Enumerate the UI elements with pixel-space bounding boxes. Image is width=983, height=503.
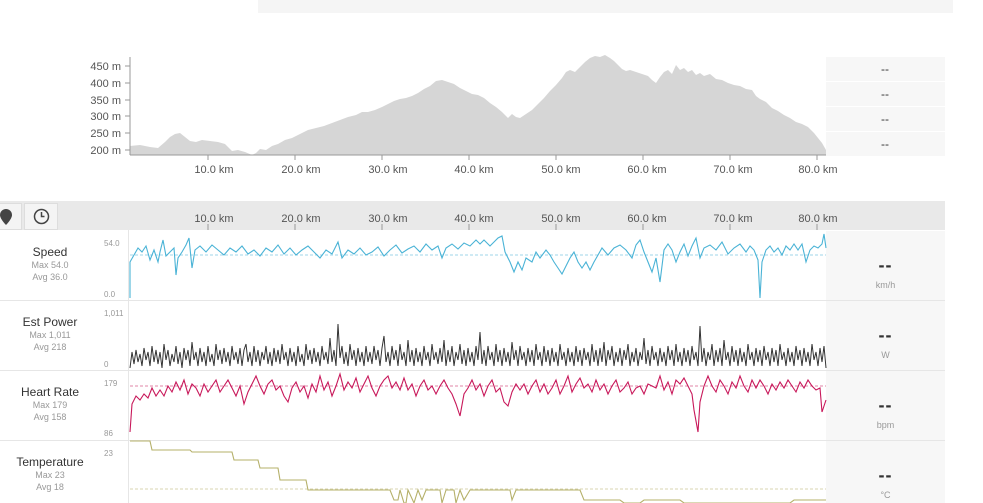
elev-x-label: 50.0 km [541,164,580,176]
elevation-x-ticks [207,155,818,160]
elevation-side-panel: -- -- -- -- [826,57,945,157]
power-y-min: 0 [104,360,109,369]
metric-avg: Avg 36.0 [32,272,68,282]
elev-x-label: 60.0 km [627,164,666,176]
metric-current-value: -- [878,395,893,415]
power-value-panel: -- W [826,301,945,370]
metric-avg: Avg 218 [33,342,67,352]
elev-x-label: 30.0 km [368,164,407,176]
elev-y-label: 400 m [90,78,121,90]
metric-name: Est Power [22,315,78,329]
metric-max: Max 54.0 [31,260,69,270]
elev-x-label: 80.0 km [798,164,837,176]
metric-unit: °C [880,490,891,500]
metric-name: Speed [32,245,68,259]
elev-y-label: 450 m [90,61,121,73]
elevation-side-value: -- [826,107,945,132]
metric-name: Heart Rate [20,385,80,399]
top-toolbar-strip [42,0,953,13]
elevation-y-tick-marks [125,65,130,151]
temperature-trace [130,440,826,503]
elev-y-label: 350 m [90,95,121,107]
speed-y-max: 54.0 [104,239,120,248]
metric-name: Temperature [16,455,84,469]
heartrate-trace [129,372,827,433]
elevation-side-value: -- [826,132,945,157]
metric-unit: bpm [876,420,895,430]
power-trace [129,323,827,369]
elevation-side-value: -- [826,57,945,82]
speed-y-min: 0.0 [104,290,116,299]
elevation-x-labels: 10.0 km 20.0 km 30.0 km 40.0 km 50.0 km … [194,164,837,176]
speed-label-block: Speed Max 54.0 Avg 36.0 [0,245,100,283]
elev-y-label: 300 m [90,111,121,123]
power-label-block: Est Power Max 1,011 Avg 218 [0,315,100,353]
hr-y-min: 86 [104,429,113,438]
elev-y-label: 200 m [90,145,121,157]
elev-x-label: 20.0 km [281,164,320,176]
elev-x-label: 40.0 km [454,164,493,176]
metric-unit: W [881,350,890,360]
metric-current-value: -- [878,255,893,275]
top-tab-active[interactable] [42,0,258,13]
metric-max: Max 1,011 [29,330,71,340]
elevation-area [130,55,826,155]
metric-unit: km/h [875,280,896,290]
temperature-label-block: Temperature Max 23 Avg 18 [0,455,100,493]
temperature-value-panel: -- °C [826,441,945,503]
power-y-max: 1,011 [104,309,124,318]
metric-avg: Avg 18 [36,482,64,492]
elevation-chart: 450 m 400 m 350 m 300 m 250 m 200 m 10.0… [90,55,838,176]
metric-current-value: -- [878,325,893,345]
elevation-y-labels: 450 m 400 m 350 m 300 m 250 m 200 m [90,61,121,157]
elev-y-label: 250 m [90,128,121,140]
map-pin-icon [0,208,12,225]
time-axis-button[interactable] [24,203,58,230]
map-pin-button[interactable] [0,203,22,230]
heartrate-value-panel: -- bpm [826,371,945,440]
speed-value-panel: -- km/h [826,231,945,300]
metric-current-value: -- [878,465,893,485]
metric-max: Max 23 [35,470,65,480]
metric-max: Max 179 [32,400,68,410]
elev-x-label: 70.0 km [713,164,752,176]
stream-control-bar [0,201,945,230]
hr-y-max: 179 [104,379,118,388]
clock-icon [33,208,49,225]
heartrate-label-block: Heart Rate Max 179 Avg 158 [0,385,100,423]
metric-avg: Avg 158 [33,412,67,422]
elevation-side-value: -- [826,82,945,107]
elev-x-label: 10.0 km [194,164,233,176]
speed-trace [129,233,827,299]
temp-y-max: 23 [104,449,113,458]
